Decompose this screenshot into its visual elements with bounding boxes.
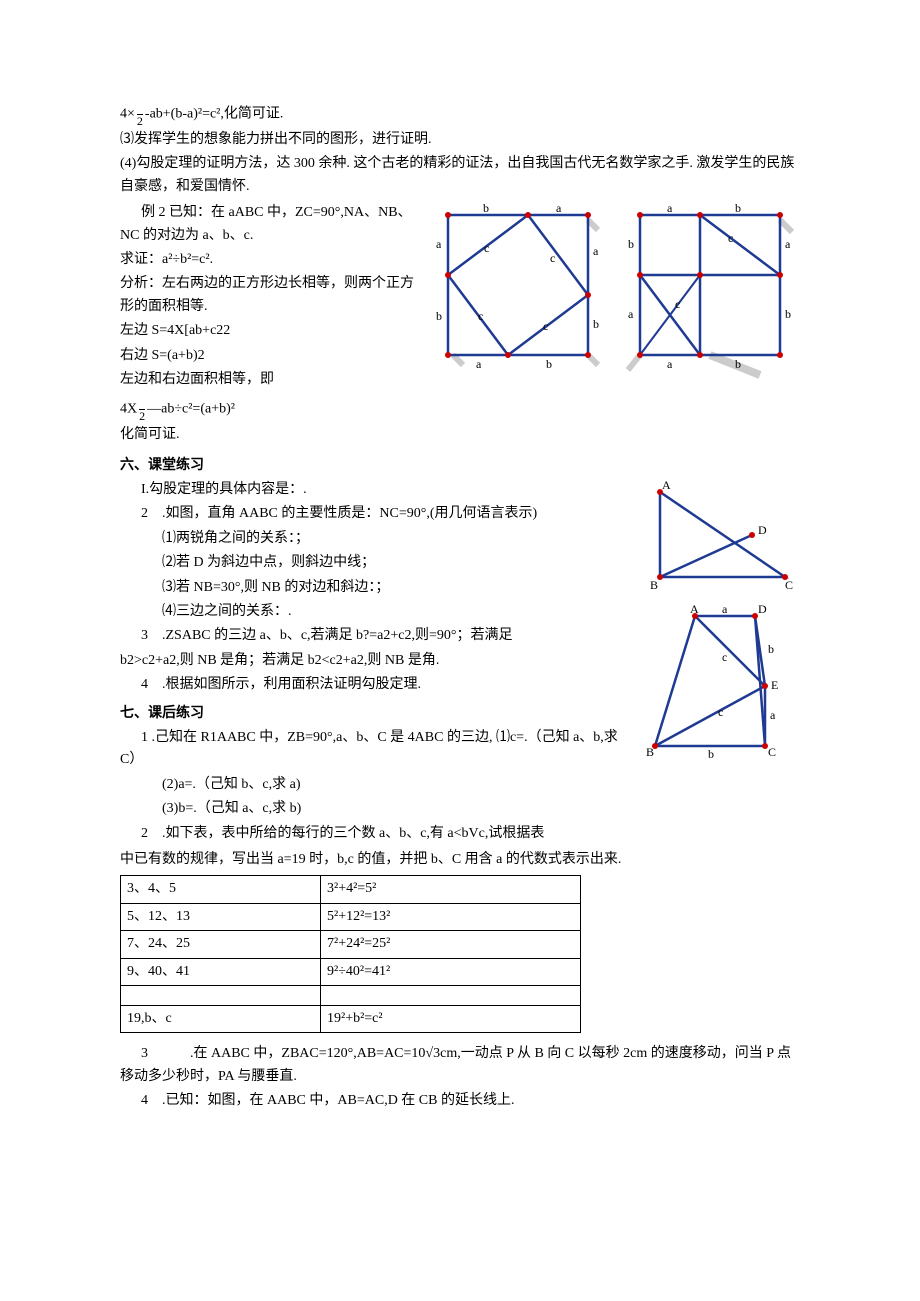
svg-text:c: c <box>722 650 727 664</box>
svg-text:c: c <box>550 251 555 265</box>
svg-text:c: c <box>484 241 489 255</box>
svg-text:c: c <box>543 319 548 333</box>
table-row: 5、12、135²+12²=13² <box>121 903 581 930</box>
table-cell: 9²÷40²=41² <box>321 958 581 985</box>
section6-diagrams: A B C D A D E C B a b a b c c <box>640 477 800 761</box>
svg-text:a: a <box>785 237 791 251</box>
svg-text:a: a <box>436 237 442 251</box>
svg-text:a: a <box>722 602 728 616</box>
table-cell: 9、40、41 <box>121 958 321 985</box>
svg-text:c: c <box>675 297 680 311</box>
svg-text:a: a <box>770 708 776 722</box>
table-cell: 5²+12²=13² <box>321 903 581 930</box>
table-cell <box>121 985 321 1005</box>
table-cell: 5、12、13 <box>121 903 321 930</box>
svg-text:a: a <box>667 357 673 371</box>
square-diagram-2: a b a b a b b a c c <box>620 200 800 380</box>
p2: 2 .如下表，表中所给的每行的三个数 a、b、c,有 a<bVc,试根据表 <box>120 823 800 845</box>
quadrilateral-abcde: A D E C B a b a b c c <box>640 601 800 761</box>
fraction: 2 <box>139 397 145 422</box>
svg-text:B: B <box>650 578 658 592</box>
text: -ab+(b-a)²=c²,化简可证. <box>145 107 283 122</box>
text: 4X <box>120 402 137 417</box>
table-cell: 3、4、5 <box>121 876 321 903</box>
example2-formula: 4X 2—ab÷c²=(a+b)² <box>120 397 800 422</box>
svg-text:b: b <box>708 747 714 761</box>
svg-text:A: A <box>690 602 699 616</box>
p1b: (2)a=.（己知 b、c,求 a) <box>120 774 800 796</box>
table-row: 9、40、419²÷40²=41² <box>121 958 581 985</box>
fraction: 2 <box>137 102 143 127</box>
example2-diagrams: b a a b a b a b c c c c <box>428 200 800 380</box>
svg-text:a: a <box>476 357 482 371</box>
triangle-abc-d: A B C D <box>640 477 800 597</box>
svg-text:b: b <box>768 642 774 656</box>
p4: 4 .已知：如图，在 AABC 中，AB=AC,D 在 CB 的延长线上. <box>120 1090 800 1112</box>
svg-text:b: b <box>546 357 552 371</box>
svg-text:D: D <box>758 602 767 616</box>
square-diagram-1: b a a b a b a b c c c c <box>428 200 608 380</box>
table-cell <box>321 985 581 1005</box>
table-cell: 19²+b²=c² <box>321 1005 581 1032</box>
table-row: 7、24、257²+24²=25² <box>121 931 581 958</box>
section-6-title: 六、课堂练习 <box>120 455 800 477</box>
pythagorean-table: 3、4、53²+4²=5²5、12、135²+12²=13²7、24、257²+… <box>120 875 581 1033</box>
table-cell: 7²+24²=25² <box>321 931 581 958</box>
svg-text:b: b <box>483 201 489 215</box>
svg-text:E: E <box>771 678 778 692</box>
text: 4× <box>120 107 135 122</box>
svg-text:B: B <box>646 745 654 759</box>
svg-text:c: c <box>478 309 483 323</box>
svg-text:c: c <box>718 705 723 719</box>
svg-text:C: C <box>768 745 776 759</box>
svg-text:b: b <box>735 201 741 215</box>
svg-text:b: b <box>735 357 741 371</box>
svg-text:D: D <box>758 523 767 537</box>
text: —ab÷c²=(a+b)² <box>147 402 235 417</box>
table-row: 3、4、53²+4²=5² <box>121 876 581 903</box>
svg-text:a: a <box>667 201 673 215</box>
table-cell: 3²+4²=5² <box>321 876 581 903</box>
svg-text:b: b <box>593 317 599 331</box>
p2b: 中已有数的规律，写出当 a=19 时，b,c 的值，并把 b、C 用含 a 的代… <box>120 849 800 871</box>
table-cell: 19,b、c <box>121 1005 321 1032</box>
svg-text:b: b <box>628 237 634 251</box>
table-cell: 7、24、25 <box>121 931 321 958</box>
svg-text:b: b <box>785 307 791 321</box>
svg-text:a: a <box>628 307 634 321</box>
svg-text:a: a <box>556 201 562 215</box>
p1c: (3)b=.（己知 a、c,求 b) <box>120 798 800 820</box>
svg-text:C: C <box>785 578 793 592</box>
svg-text:b: b <box>436 309 442 323</box>
para-3: ⑶发挥学生的想象能力拼出不同的图形，进行证明. <box>120 129 800 151</box>
proof-formula-1: 4× 2-ab+(b-a)²=c²,化简可证. <box>120 102 800 127</box>
p3: 3 .在 AABC 中，ZBAC=120°,AB=AC=10√3cm,一动点 P… <box>120 1043 800 1088</box>
para-4: (4)勾股定理的证明方法，达 300 余种. 这个古老的精彩的证法，出自我国古代… <box>120 153 800 198</box>
table-row <box>121 985 581 1005</box>
table-row: 19,b、c19²+b²=c² <box>121 1005 581 1032</box>
svg-text:a: a <box>593 244 599 258</box>
svg-text:A: A <box>662 478 671 492</box>
svg-text:c: c <box>728 231 733 245</box>
example2-simplify: 化简可证. <box>120 424 800 446</box>
